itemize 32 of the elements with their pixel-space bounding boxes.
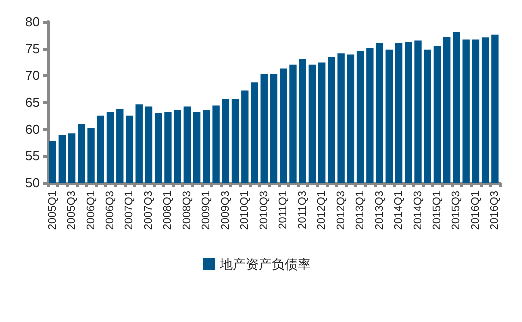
x-tick-label: 2015Q1	[431, 191, 444, 230]
x-tick-label: 2007Q3	[142, 191, 155, 230]
y-tick-label: 55	[26, 148, 40, 164]
x-tick-label: 2016Q1	[470, 191, 482, 230]
x-tick-label: 2010Q3	[258, 191, 270, 230]
x-tick-label: 2008Q3	[181, 191, 194, 230]
x-tick-label: 2016Q3	[489, 191, 502, 230]
x-tick-label: 2009Q3	[220, 191, 232, 230]
x-tick-label: 2011Q3	[296, 191, 309, 230]
x-tick-label: 2007Q1	[124, 191, 136, 230]
x-tick-label: 2008Q1	[162, 191, 174, 230]
x-tick-label: 2013Q3	[374, 191, 386, 230]
x-tick-label: 2011Q1	[278, 191, 290, 230]
x-tick-label: 2014Q3	[412, 191, 424, 230]
y-tick-label: 80	[26, 14, 40, 30]
y-tick-label: 60	[26, 122, 40, 137]
x-tick-label: 2015Q3	[450, 191, 463, 230]
y-tick-label: 65	[26, 95, 40, 110]
x-tick-label: 2005Q1	[46, 191, 59, 230]
y-tick-label: 50	[26, 176, 40, 190]
y-tick-label: 75	[26, 41, 40, 56]
x-tick-label: 2013Q1	[354, 191, 367, 230]
x-tick-label: 2009Q1	[200, 191, 213, 230]
x-tick-label: 2010Q1	[239, 191, 252, 230]
x-tick-label: 2014Q1	[393, 191, 406, 230]
x-tick-label: 2006Q1	[85, 191, 98, 230]
y-tick-label: 70	[26, 68, 40, 84]
x-tick-label: 2012Q3	[335, 191, 348, 230]
legend-label: 地产资产负债率	[219, 257, 311, 272]
x-tick-label: 2012Q1	[316, 191, 328, 230]
x-tick-label: 2005Q3	[66, 191, 78, 230]
x-tick-label: 2006Q3	[104, 191, 117, 230]
